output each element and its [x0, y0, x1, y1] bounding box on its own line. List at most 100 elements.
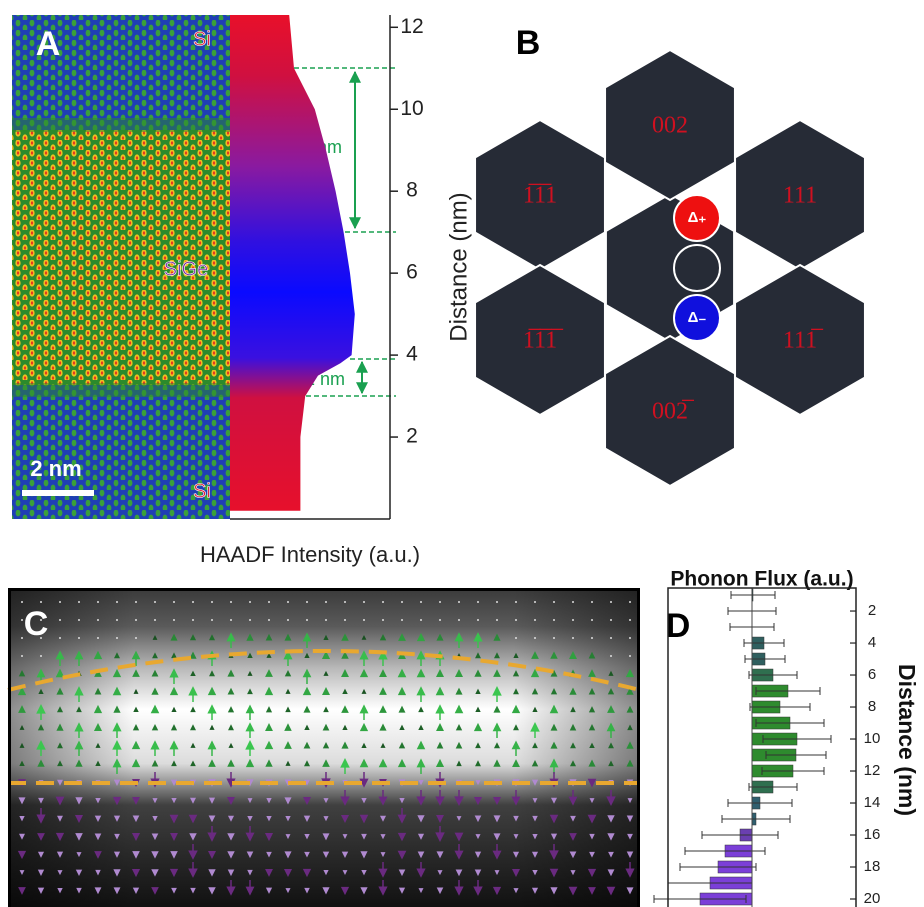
- arrow-up: [626, 687, 634, 695]
- dot: [572, 637, 574, 639]
- arrow-down: [57, 779, 63, 786]
- arrow-up: [56, 723, 64, 731]
- arrow-up: [608, 670, 614, 676]
- arrow-down: [436, 887, 444, 895]
- arrow-up: [342, 688, 348, 695]
- arrow-up: [56, 687, 64, 695]
- arrow-down: [132, 887, 140, 894]
- y-tick-label: 16: [864, 826, 881, 843]
- arrow-down: [171, 798, 177, 804]
- arrow-up: [227, 759, 235, 767]
- arrow-up: [418, 706, 424, 713]
- arrow-up: [322, 742, 330, 749]
- arrow-down: [359, 814, 369, 824]
- arrow-down: [323, 798, 329, 804]
- arrow-down: [398, 869, 406, 877]
- arrow-down: [454, 850, 464, 860]
- arrow-down: [475, 780, 481, 786]
- arrow-up: [95, 760, 101, 767]
- arrow-down: [37, 887, 45, 895]
- arrow-up: [570, 706, 576, 713]
- arrow-down: [114, 833, 120, 840]
- arrow-down: [492, 796, 502, 806]
- arrow-down: [398, 887, 406, 894]
- panel-label: B: [516, 24, 541, 62]
- panel-label: A: [36, 25, 61, 63]
- arrow-up: [379, 705, 387, 713]
- arrow-up: [569, 723, 577, 731]
- arrow-down: [190, 797, 196, 804]
- arrow-down: [342, 834, 348, 840]
- arrow-up: [171, 760, 177, 767]
- arrow-up: [531, 759, 539, 767]
- arrow-down: [570, 870, 576, 876]
- arrow-up: [626, 705, 634, 713]
- arrow-down: [94, 833, 102, 841]
- arrow-down: [570, 815, 576, 822]
- dot: [420, 601, 422, 603]
- dot: [135, 637, 137, 639]
- arrow-up: [341, 705, 349, 713]
- dot: [629, 601, 631, 603]
- arrow-down: [94, 887, 102, 895]
- arrow-down: [207, 832, 217, 842]
- arrow-up: [550, 651, 558, 659]
- arrow-down: [283, 868, 293, 878]
- reflection-label: 111: [783, 183, 817, 209]
- arrow-up: [190, 706, 196, 713]
- arrow-down: [454, 886, 464, 896]
- dot: [610, 637, 612, 639]
- dot: [515, 601, 517, 603]
- arrow-down: [322, 887, 330, 895]
- dot: [629, 619, 631, 621]
- arrow-up: [37, 759, 45, 767]
- arrow-down: [587, 778, 597, 788]
- arrow-up: [302, 632, 312, 642]
- dot: [40, 655, 42, 657]
- arrow-up: [607, 705, 615, 713]
- arrow-down: [302, 868, 312, 878]
- arrow-down: [340, 796, 350, 806]
- arrow-up: [530, 668, 540, 678]
- arrow-up: [112, 758, 122, 768]
- layer-label: Si: [193, 480, 211, 502]
- dot: [21, 637, 23, 639]
- arrow-down: [323, 816, 329, 822]
- arrow-up: [19, 724, 25, 730]
- arrow-down: [226, 796, 236, 806]
- dot: [249, 601, 251, 603]
- y-tick-label: 4: [406, 343, 418, 366]
- arrow-down: [493, 815, 501, 823]
- arrow-up: [265, 723, 273, 731]
- arrow-down: [265, 887, 273, 894]
- arrow-up: [131, 758, 141, 768]
- arrow-down: [607, 815, 615, 823]
- arrow-up: [133, 688, 139, 694]
- arrow-down: [131, 868, 141, 878]
- dot: [591, 601, 593, 603]
- arrow-down: [247, 815, 253, 822]
- arrow-up: [303, 705, 311, 713]
- arrow-up: [171, 652, 177, 659]
- arrow-down: [188, 850, 198, 860]
- arrow-up: [359, 722, 369, 732]
- arrow-up: [151, 723, 159, 731]
- arrow-up: [74, 686, 84, 696]
- arrow-up: [18, 669, 26, 677]
- error-bar: [653, 895, 747, 904]
- error-bar: [748, 671, 798, 680]
- arrow-up: [264, 686, 274, 696]
- arrow-down: [95, 869, 101, 876]
- arrow-down: [532, 798, 538, 804]
- arrow-up: [112, 740, 122, 750]
- arrow-up: [94, 687, 102, 695]
- dot: [382, 601, 384, 603]
- arrow-up: [170, 724, 178, 731]
- arrow-down: [75, 869, 83, 877]
- arrow-up: [513, 652, 519, 658]
- arrow-up: [379, 723, 387, 731]
- spot-label: Δ₋: [688, 309, 707, 326]
- arrow-down: [55, 832, 65, 842]
- arrow-down: [189, 833, 197, 841]
- arrow-down: [589, 833, 595, 840]
